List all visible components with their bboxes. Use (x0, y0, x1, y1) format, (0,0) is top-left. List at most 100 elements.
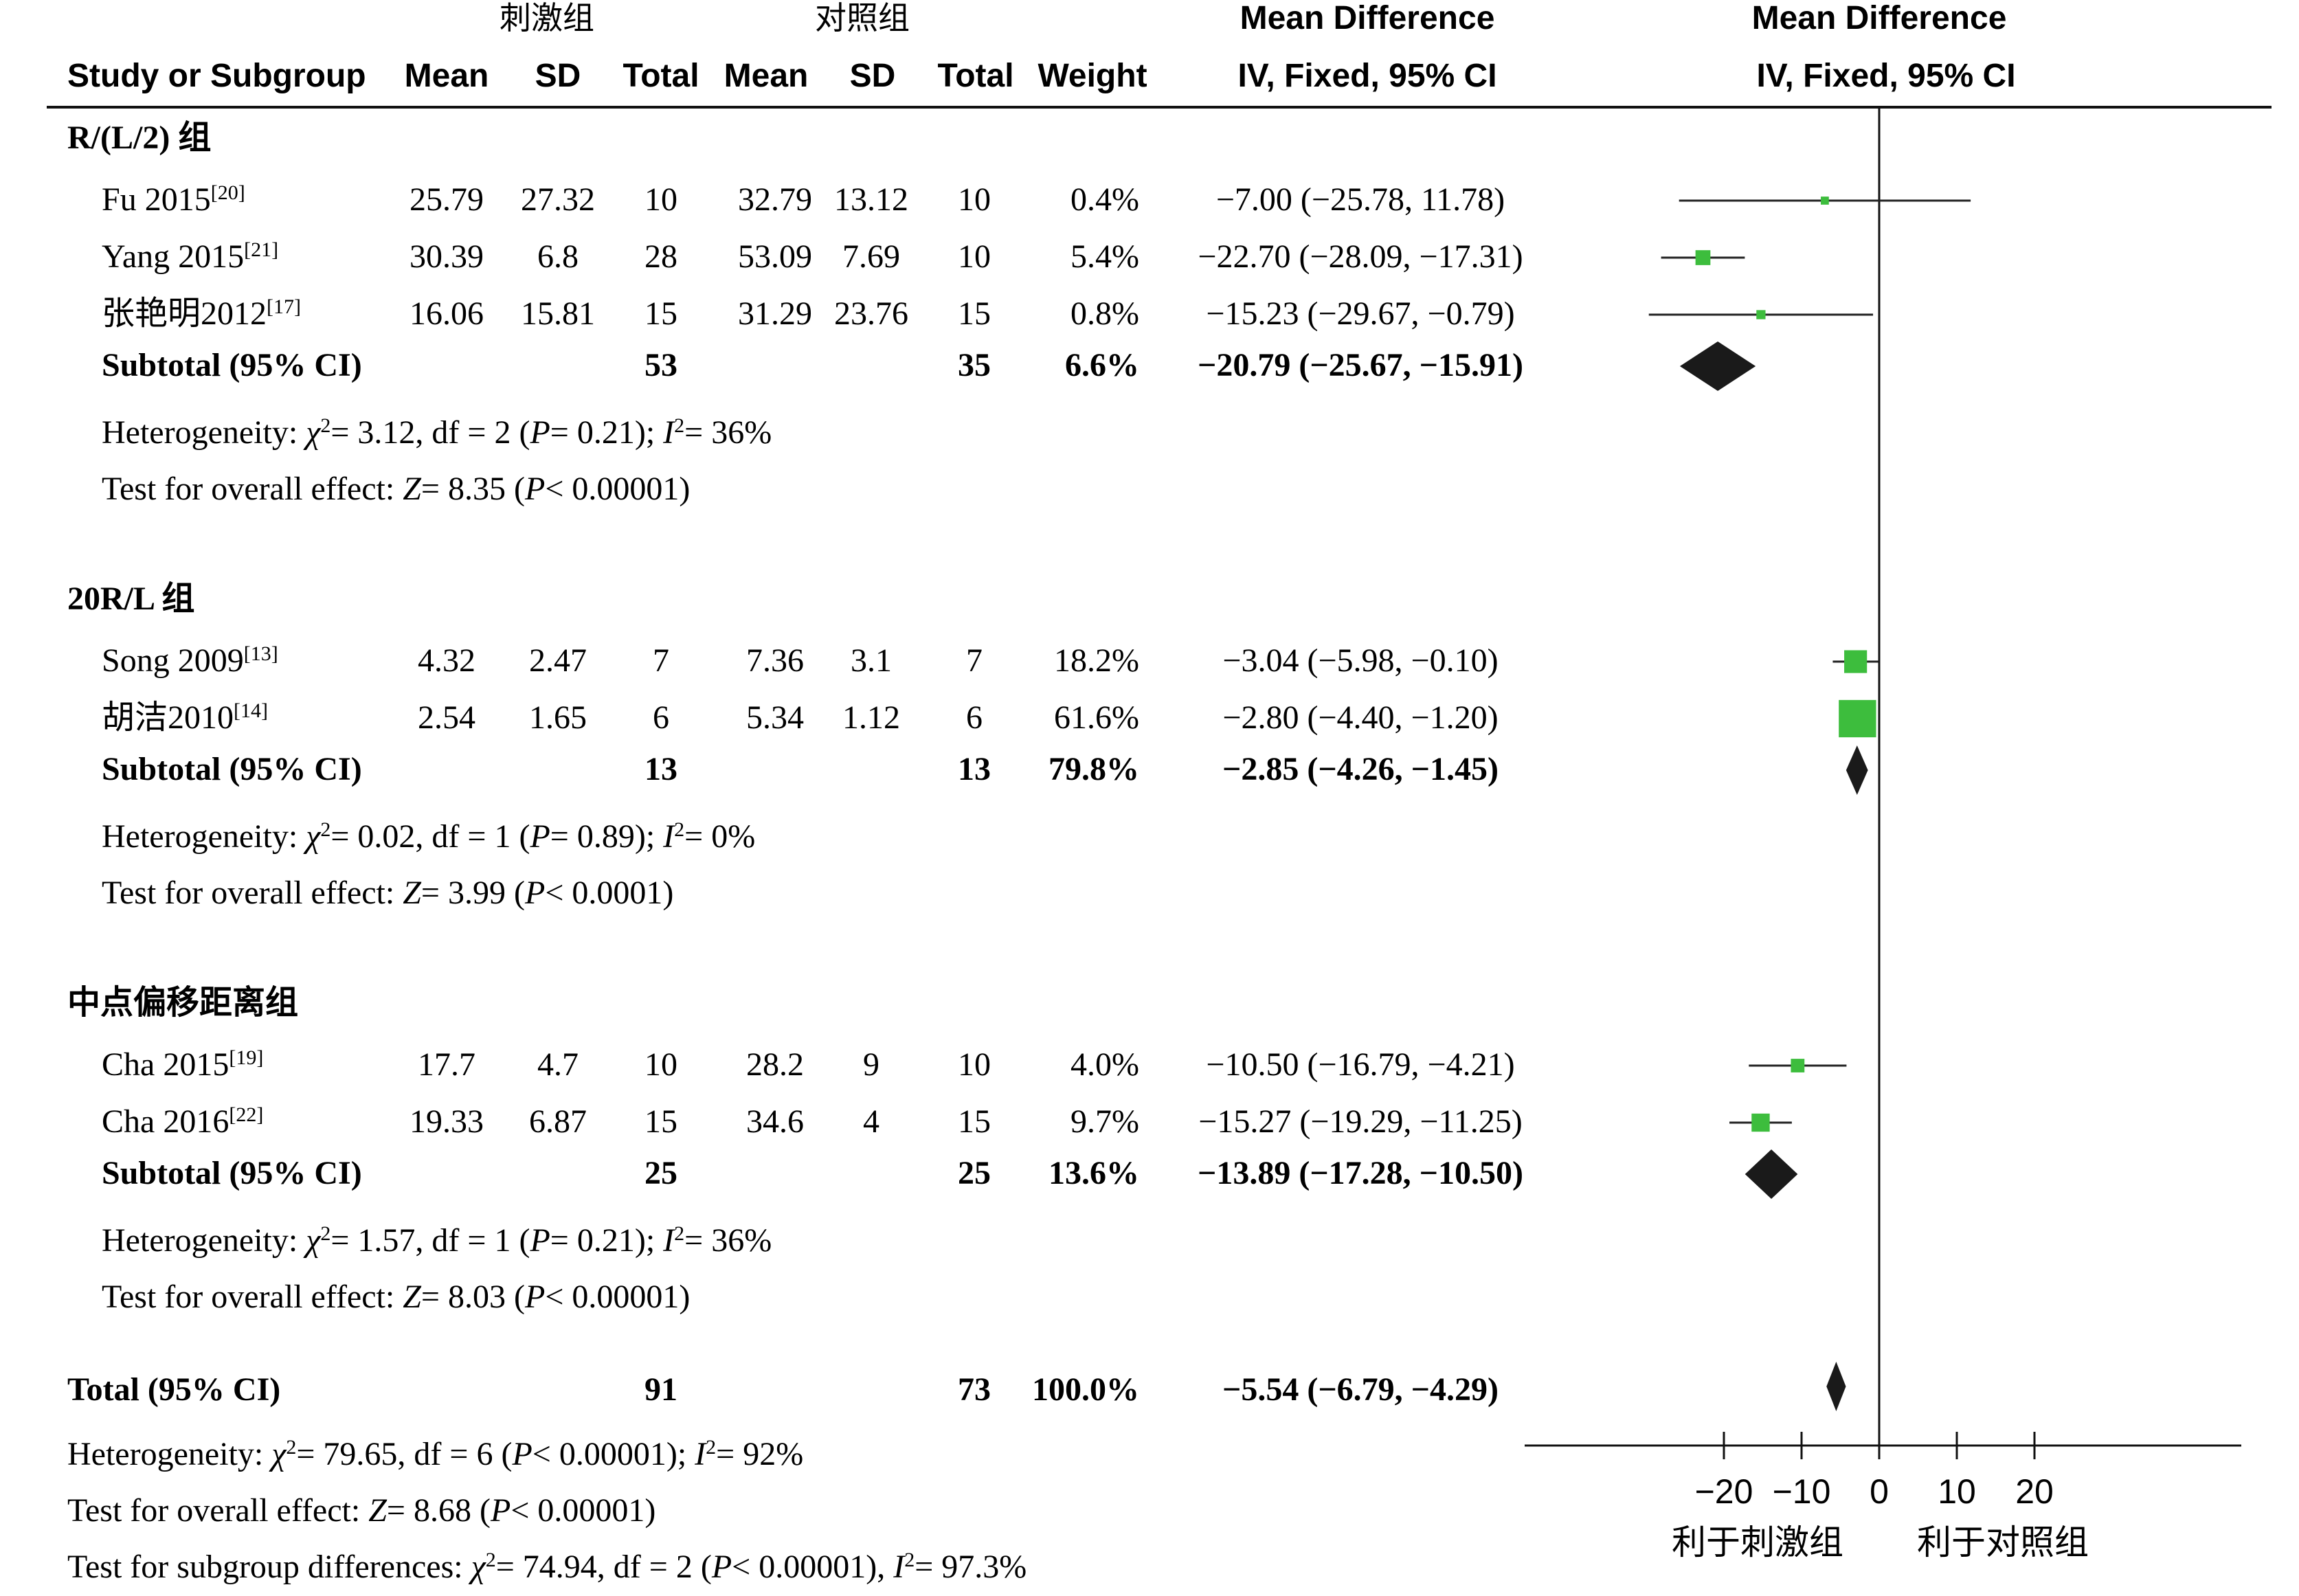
table-body: R/(L/2) 组 Fu 2015[20] 25.79 27.32 10 32.79 13.… (67, 120, 1523, 1585)
study-sd2: 4 (863, 1103, 879, 1140)
subtotal-ci: −13.89 (−17.28, −10.50) (1198, 1155, 1523, 1191)
study-mean1: 25.79 (410, 181, 484, 218)
sd2-column-header: SD (850, 58, 896, 94)
favours-control-label: 利于对照组 (1917, 1523, 2089, 1562)
total-total1: 91 (644, 1371, 677, 1408)
subgroup-differences-text: Test for subgroup differences: χ2= 74.94… (67, 1549, 1027, 1586)
overall-effect-text: Test for overall effect: Z= 8.35 (P< 0.0… (102, 471, 690, 507)
total-label: Total (95% CI) (67, 1371, 280, 1408)
study-total1: 10 (644, 181, 677, 218)
effect-square-3 (1844, 650, 1868, 673)
study-total1: 15 (644, 295, 677, 332)
study-name: 胡洁2010[14] (102, 699, 268, 737)
mean2-column-header: Mean (724, 58, 809, 94)
study-weight: 9.7% (1070, 1103, 1139, 1140)
study-sd2: 9 (863, 1046, 879, 1083)
study-weight: 61.6% (1054, 699, 1139, 736)
subtotal-ci: −2.85 (−4.26, −1.45) (1222, 751, 1499, 787)
overall-effect-text: Test for overall effect: Z= 3.99 (P< 0.0… (102, 875, 673, 911)
study-total1: 6 (653, 699, 669, 736)
x-tick-label: −20 (1695, 1472, 1753, 1511)
study-sd1: 15.81 (521, 295, 595, 332)
heterogeneity-text: Heterogeneity: χ2= 1.57, df = 1 (P= 0.21… (102, 1222, 772, 1259)
subtotal-total1: 13 (644, 751, 677, 787)
study-total1: 7 (653, 642, 669, 679)
sd1-column-header: SD (535, 58, 581, 94)
subtotal-total2: 35 (958, 347, 991, 383)
study-mean2: 32.79 (738, 181, 812, 218)
subtotal-weight: 79.8% (1048, 751, 1139, 787)
study-weight: 0.8% (1070, 295, 1139, 332)
study-mean1: 4.32 (418, 642, 475, 679)
overall-effect-text: Test for overall effect: Z= 8.03 (P< 0.0… (102, 1279, 690, 1315)
study-total2: 10 (958, 238, 991, 275)
summary-diamond-3 (1826, 1362, 1846, 1411)
x-tick-label: 10 (1938, 1472, 1976, 1511)
subtotal-weight: 13.6% (1048, 1155, 1139, 1191)
study-sd1: 27.32 (521, 181, 595, 218)
x-tick-label: −10 (1773, 1472, 1831, 1511)
study-weight: 5.4% (1070, 238, 1139, 275)
study-name: Yang 2015[21] (102, 238, 278, 276)
study-weight: 0.4% (1070, 181, 1139, 218)
study-mean2: 53.09 (738, 238, 812, 275)
total1-column-header: Total (623, 58, 699, 94)
total-total2: 73 (958, 1371, 991, 1408)
study-weight: 4.0% (1070, 1046, 1139, 1083)
study-ci: −10.50 (−16.79, −4.21) (1206, 1046, 1514, 1083)
study-sd2: 3.1 (851, 642, 892, 679)
total-ci: −5.54 (−6.79, −4.29) (1222, 1371, 1499, 1408)
plot-area: −20 −10 0 10 20 利于刺激组 利于对照组 (1525, 107, 2241, 1562)
x-tick-label: 20 (2015, 1472, 2054, 1511)
study-weight: 18.2% (1054, 642, 1139, 679)
subgroup-heading: 中点偏移距离组 (67, 985, 298, 1021)
subtotal-weight: 6.6% (1065, 347, 1139, 383)
study-name: 张艳明2012[17] (102, 295, 301, 333)
study-total2: 6 (966, 699, 983, 736)
md-header-title: Mean Difference (1240, 0, 1495, 36)
study-column-header: Study or Subgroup (67, 58, 366, 94)
subtotal-label: Subtotal (95% CI) (102, 1155, 362, 1191)
summary-diamond-0 (1679, 341, 1756, 391)
total-heterogeneity-text: Heterogeneity: χ2= 79.65, df = 6 (P< 0.0… (67, 1436, 803, 1473)
study-sd2: 13.12 (834, 181, 908, 218)
study-total2: 10 (958, 1046, 991, 1083)
study-name: Cha 2016[22] (102, 1103, 263, 1140)
summary-diamond-1 (1846, 745, 1868, 795)
study-mean2: 34.6 (746, 1103, 804, 1140)
group-header-control: 对照组 (815, 0, 910, 36)
study-ci: −15.23 (−29.67, −0.79) (1206, 295, 1514, 332)
subtotal-total1: 53 (644, 347, 677, 383)
study-total2: 7 (966, 642, 983, 679)
study-sd1: 6.8 (537, 238, 579, 275)
table-header: 刺激组 对照组 Mean Difference Mean Difference … (47, 0, 2272, 109)
study-mean2: 5.34 (746, 699, 804, 736)
study-sd1: 2.47 (529, 642, 587, 679)
summary-diamond-2 (1745, 1149, 1798, 1199)
study-mean2: 7.36 (746, 642, 804, 679)
effect-square-6 (1751, 1113, 1770, 1132)
study-ci: −22.70 (−28.09, −17.31) (1198, 238, 1523, 275)
study-mean1: 19.33 (410, 1103, 484, 1140)
study-ci: −15.27 (−19.29, −11.25) (1198, 1103, 1522, 1140)
study-mean1: 30.39 (410, 238, 484, 275)
study-sd1: 1.65 (529, 699, 587, 736)
study-sd2: 7.69 (842, 238, 900, 275)
study-ci: −3.04 (−5.98, −0.10) (1222, 642, 1498, 679)
study-sd1: 6.87 (529, 1103, 587, 1140)
study-sd2: 1.12 (842, 699, 900, 736)
study-total2: 10 (958, 181, 991, 218)
study-ci: −2.80 (−4.40, −1.20) (1222, 699, 1498, 736)
study-mean1: 17.7 (418, 1046, 475, 1083)
study-total1: 10 (644, 1046, 677, 1083)
study-name: Cha 2015[19] (102, 1046, 263, 1083)
subtotal-label: Subtotal (95% CI) (102, 751, 362, 787)
subgroup-heading: 20R/L 组 (67, 581, 194, 617)
effect-square-1 (1695, 250, 1711, 265)
study-mean2: 31.29 (738, 295, 812, 332)
total2-column-header: Total (937, 58, 1013, 94)
study-sd1: 4.7 (537, 1046, 579, 1083)
study-sd2: 23.76 (834, 295, 908, 332)
study-name: Fu 2015[20] (102, 181, 245, 218)
